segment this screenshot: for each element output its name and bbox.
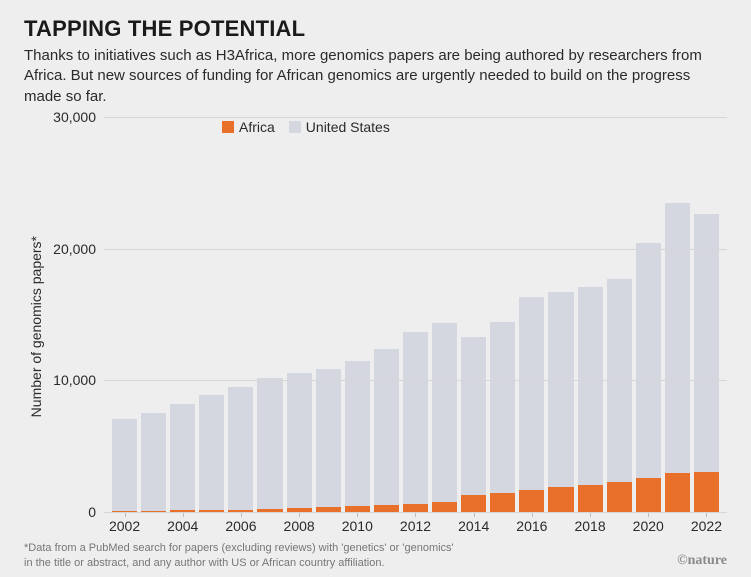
bar-2015 [490, 117, 515, 513]
bar-segment-us [170, 404, 195, 511]
bar-2011 [374, 117, 399, 513]
bar-2004: 2004 [170, 117, 195, 513]
bar-2007 [257, 117, 282, 513]
footnote-text: *Data from a PubMed search for papers (e… [24, 541, 454, 571]
bar-segment-africa [665, 473, 690, 512]
legend: Africa United States [222, 119, 390, 135]
bar-2010: 2010 [345, 117, 370, 513]
gridline [104, 117, 727, 118]
bar-2019 [607, 117, 632, 513]
x-tick-label: 2018 [574, 518, 605, 534]
bar-segment-us [228, 387, 253, 510]
x-tick-label: 2012 [400, 518, 431, 534]
legend-label-africa: Africa [239, 119, 275, 135]
gridline [104, 512, 727, 513]
bar-2022: 2022 [694, 117, 719, 513]
bar-segment-africa [548, 487, 573, 512]
bar-segment-africa [694, 472, 719, 512]
y-tick-label: 0 [44, 504, 96, 520]
bar-2005 [199, 117, 224, 513]
x-tick-label: 2016 [516, 518, 547, 534]
bar-segment-us [636, 243, 661, 478]
legend-swatch-us [289, 121, 301, 133]
bar-2009 [316, 117, 341, 513]
bar-segment-us [665, 203, 690, 473]
bar-2012: 2012 [403, 117, 428, 513]
bars-container: 2002 2004 2006 2008 2010 2012 2014 2016 2018 2020… [112, 117, 719, 513]
chart-title: TAPPING THE POTENTIAL [24, 16, 727, 42]
bar-segment-africa [519, 490, 544, 512]
bar-segment-us [694, 214, 719, 472]
bar-segment-us [461, 337, 486, 495]
bar-segment-us [287, 373, 312, 507]
legend-item-us: United States [289, 119, 390, 135]
bar-segment-us [548, 292, 573, 487]
gridline [104, 380, 727, 381]
y-tick-label: 10,000 [44, 372, 96, 388]
x-tick-label: 2002 [109, 518, 140, 534]
bar-segment-africa [607, 482, 632, 512]
bar-segment-us [141, 413, 166, 511]
bar-2016: 2016 [519, 117, 544, 513]
y-tick-label: 30,000 [44, 109, 96, 125]
bar-segment-africa [461, 495, 486, 512]
x-tick-label: 2020 [633, 518, 664, 534]
bar-segment-us [345, 361, 370, 506]
bar-segment-us [578, 287, 603, 485]
bar-segment-africa [432, 502, 457, 512]
bar-2006: 2006 [228, 117, 253, 513]
plot-area: 2002 2004 2006 2008 2010 2012 2014 2016 2018 2020… [104, 117, 727, 514]
chart-subtitle: Thanks to initiatives such as H3Africa, … [24, 46, 724, 107]
gridline [104, 249, 727, 250]
bar-2018: 2018 [578, 117, 603, 513]
y-axis-label: Number of genomics papers* [24, 236, 44, 417]
bar-2020: 2020 [636, 117, 661, 513]
bar-segment-africa [636, 478, 661, 512]
bar-2017 [548, 117, 573, 513]
x-tick-label: 2006 [225, 518, 256, 534]
bar-segment-africa [578, 485, 603, 513]
legend-item-africa: Africa [222, 119, 275, 135]
legend-label-us: United States [306, 119, 390, 135]
bar-2008: 2008 [287, 117, 312, 513]
x-tick-label: 2014 [458, 518, 489, 534]
bar-segment-us [403, 332, 428, 503]
bar-segment-us [519, 297, 544, 490]
bar-2013 [432, 117, 457, 513]
x-tick-label: 2022 [691, 518, 722, 534]
bar-segment-us [257, 378, 282, 509]
bar-segment-africa [490, 493, 515, 512]
source-logo: ©nature [677, 552, 727, 571]
bar-2014: 2014 [461, 117, 486, 513]
bar-segment-us [374, 349, 399, 505]
bar-segment-us [490, 322, 515, 493]
x-tick-label: 2008 [284, 518, 315, 534]
bar-segment-us [432, 323, 457, 502]
bar-2002: 2002 [112, 117, 137, 513]
bar-2021 [665, 117, 690, 513]
bar-segment-us [199, 395, 224, 510]
y-tick-label: 20,000 [44, 241, 96, 257]
bar-segment-africa [403, 504, 428, 513]
x-tick-label: 2010 [342, 518, 373, 534]
bar-2003 [141, 117, 166, 513]
legend-swatch-africa [222, 121, 234, 133]
bar-segment-us [316, 369, 341, 507]
bar-segment-africa [374, 505, 399, 512]
chart-area: Number of genomics papers* Africa United… [24, 117, 727, 538]
bar-segment-us [112, 419, 137, 511]
x-tick-label: 2004 [167, 518, 198, 534]
